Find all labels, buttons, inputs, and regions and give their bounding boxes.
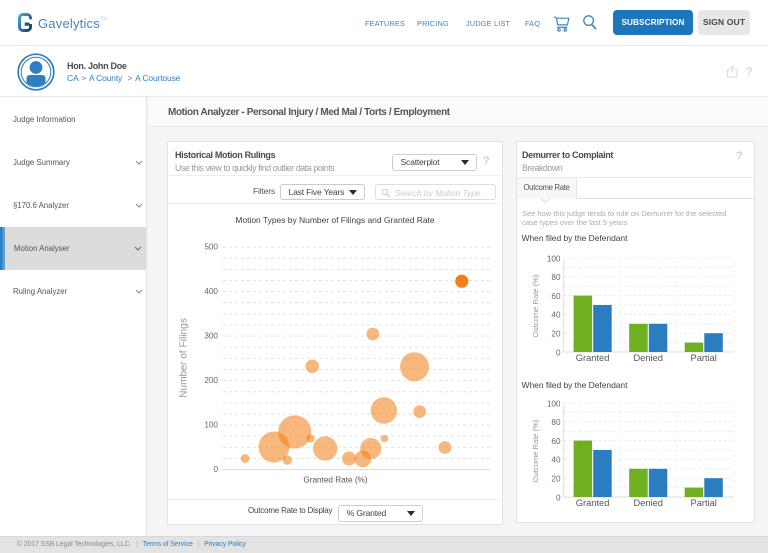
- svg-text:100: 100: [547, 254, 561, 263]
- svg-text:Denied: Denied: [633, 353, 662, 363]
- svg-text:400: 400: [204, 287, 218, 296]
- svg-text:100: 100: [204, 420, 218, 429]
- svg-text:Granted: Granted: [576, 497, 610, 507]
- svg-text:0: 0: [213, 465, 218, 474]
- svg-text:Partial: Partial: [691, 497, 717, 507]
- svg-text:60: 60: [551, 436, 561, 445]
- svg-text:40: 40: [551, 455, 561, 464]
- svg-text:Partial: Partial: [691, 353, 717, 363]
- svg-text:80: 80: [551, 418, 561, 427]
- svg-text:0: 0: [556, 348, 561, 357]
- svg-text:300: 300: [204, 331, 218, 340]
- svg-text:20: 20: [551, 330, 561, 339]
- svg-text:40: 40: [551, 311, 561, 320]
- svg-text:200: 200: [204, 376, 218, 385]
- svg-text:Granted: Granted: [576, 353, 610, 363]
- svg-text:Granted Rate (%): Granted Rate (%): [303, 476, 367, 485]
- svg-text:Denied: Denied: [633, 497, 662, 507]
- svg-text:100: 100: [547, 399, 561, 408]
- svg-text:Number of Filings: Number of Filings: [179, 318, 190, 398]
- svg-text:80: 80: [551, 273, 561, 282]
- svg-text:Outcome Rate (%): Outcome Rate (%): [531, 419, 540, 482]
- svg-text:60: 60: [551, 292, 561, 301]
- svg-text:500: 500: [204, 242, 218, 251]
- svg-text:Outcome Rate (%): Outcome Rate (%): [531, 274, 540, 337]
- svg-text:0: 0: [556, 493, 561, 502]
- svg-text:20: 20: [551, 474, 561, 483]
